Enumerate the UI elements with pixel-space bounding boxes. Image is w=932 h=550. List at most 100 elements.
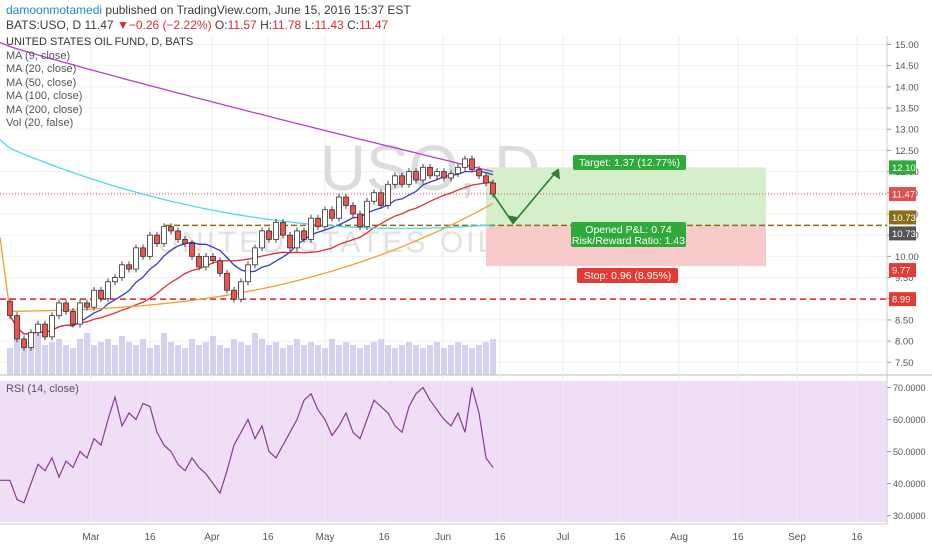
volume-bar	[434, 342, 440, 375]
candle-up	[273, 222, 279, 240]
volume-bar	[203, 342, 209, 375]
time-tick-label: Sep	[788, 532, 806, 543]
legend-ma200[interactable]: MA (200, close)	[6, 103, 83, 116]
publish-line: damoonmotamedi published on TradingView.…	[6, 3, 411, 17]
volume-bar	[147, 348, 153, 375]
volume-bar	[448, 345, 454, 375]
legend-volume[interactable]: Vol (20, false)	[6, 117, 74, 129]
time-tick-label: May	[316, 532, 335, 543]
candle-up	[161, 226, 167, 245]
time-tick-label: 16	[614, 532, 626, 543]
volume-bar	[7, 348, 13, 375]
volume-bar	[336, 345, 342, 375]
target-badge-text: Target: 1.37 (12.77%)	[579, 157, 680, 169]
volume-bar	[112, 345, 118, 375]
candle-down	[399, 175, 405, 185]
legend-ma20[interactable]: MA (20, close)	[6, 63, 77, 75]
volume-bar	[245, 345, 251, 375]
candle-up	[35, 323, 41, 334]
position-zones	[486, 167, 766, 267]
candle-down	[7, 300, 13, 317]
tag-entry-text: 10.73	[892, 213, 916, 224]
candle-up	[448, 173, 454, 179]
candle-up	[28, 332, 34, 348]
high-value: 11.78	[272, 18, 302, 32]
target-badge-box	[573, 155, 686, 170]
volume-bar	[294, 339, 300, 375]
candle-down	[357, 213, 363, 228]
volume-bar	[469, 348, 475, 375]
volume-bar	[119, 336, 125, 375]
candle-up	[77, 302, 83, 325]
volume-bar	[154, 345, 160, 375]
volume-bar	[140, 339, 146, 375]
candle-down	[14, 315, 20, 340]
tag-entry-grey-box	[889, 226, 916, 241]
candle-down	[98, 289, 104, 300]
volume-bar	[392, 348, 398, 375]
candle-up	[112, 277, 118, 283]
volume-bar	[35, 333, 41, 375]
time-tick-label: 16	[732, 532, 744, 543]
candle-up	[308, 217, 314, 240]
candle-down	[182, 238, 188, 245]
candle-down	[196, 255, 202, 268]
low-value: 11.43	[314, 18, 344, 32]
time-tick-label: Aug	[670, 532, 688, 543]
candle-down	[231, 289, 237, 300]
change-arrow-icon: ▼	[116, 18, 129, 32]
price-tick-label: 10.00	[895, 252, 919, 263]
volume-bar	[126, 342, 132, 375]
position-labels: Target: 1.37 (12.77%) Opened P&L: 0.74Ris…	[571, 155, 686, 283]
price-tick-label: 12.50	[895, 146, 919, 157]
time-tick-label: Apr	[204, 532, 220, 543]
indicator-legend: UNITED STATES OIL FUND, D, BATS MA (9, c…	[6, 36, 193, 131]
low-label: L:	[304, 18, 315, 32]
volume-bar	[329, 339, 335, 375]
candle-up	[147, 234, 153, 257]
rsi-tick-label: 60.0000	[893, 415, 926, 425]
pnl-badge-text: Risk/Reward Ratio: 1.43	[572, 235, 685, 247]
time-axis-ticks: Mar 16 Apr 16 May 16 Jun 16 Jul 16 Aug 16 Sep 16	[82, 532, 863, 543]
volume-bar	[105, 339, 111, 375]
legend-ma50[interactable]: MA (50, close)	[6, 76, 77, 89]
author-link[interactable]: damoonmotamedi	[6, 3, 103, 17]
time-tick-label: 16	[851, 532, 863, 543]
candle-up	[406, 171, 412, 185]
candle-down	[476, 169, 482, 177]
close-value: 11.47	[359, 18, 389, 32]
candle-down	[329, 209, 335, 219]
volume-bar	[21, 342, 27, 375]
candle-down	[175, 230, 181, 240]
volume-bar	[462, 345, 468, 375]
legend-ma9[interactable]: MA (9, close)	[6, 49, 71, 62]
arrow-head-up-icon	[551, 168, 560, 180]
candle-down	[84, 302, 90, 308]
symbol-label: BATS:USO, D	[6, 18, 82, 32]
candle-down	[483, 175, 489, 184]
candle-down	[287, 234, 293, 249]
volume-bar	[280, 348, 286, 375]
volume-bar	[175, 345, 181, 375]
tag-support-box	[889, 292, 916, 307]
volume-bar	[84, 333, 90, 375]
volume-bar	[413, 345, 419, 375]
candle-up	[133, 247, 139, 270]
volume-bar	[77, 339, 83, 375]
candle-down	[378, 192, 384, 206]
candle-down	[126, 264, 132, 270]
volume-bar	[224, 348, 230, 375]
candle-down	[21, 338, 27, 348]
volume-bar	[196, 345, 202, 375]
volume-bar	[420, 348, 426, 375]
legend-ma100[interactable]: MA (100, close)	[6, 90, 83, 102]
candle-up	[49, 315, 55, 338]
price-tick-label: 8.50	[895, 315, 914, 326]
tag-stop-box	[889, 263, 916, 278]
tag-stop-text: 9.77	[892, 266, 911, 277]
candle-down	[210, 255, 216, 261]
volume-bars	[7, 333, 496, 375]
candle-down	[441, 171, 447, 179]
price-tick-label: 13.00	[895, 125, 919, 136]
